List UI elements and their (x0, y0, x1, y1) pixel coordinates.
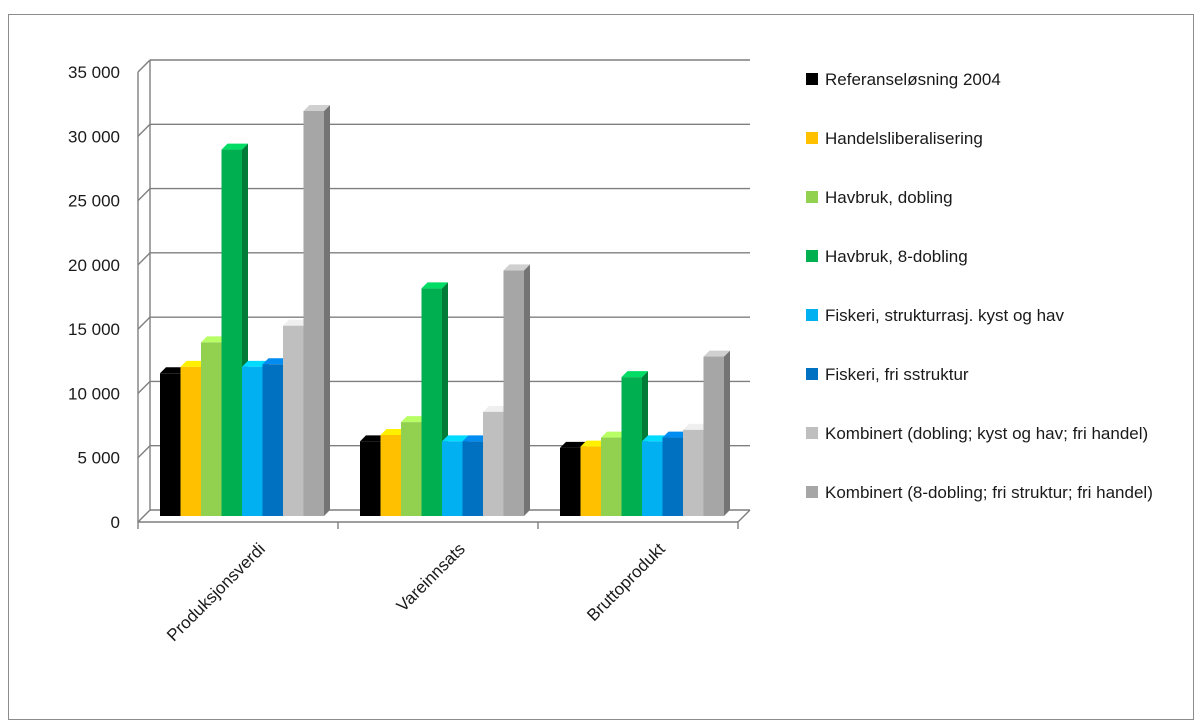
gridline-side (137, 123, 151, 137)
y-tick-label: 35 000 (68, 63, 120, 82)
bar (303, 105, 330, 516)
bar (703, 350, 730, 516)
legend-swatch (806, 309, 818, 321)
bar-top (283, 319, 310, 326)
bar-front (560, 447, 581, 516)
bar-top (703, 350, 730, 357)
bar-front (380, 435, 401, 516)
x-category-label: Bruttoprodukt (583, 539, 669, 625)
floor-edge (737, 509, 751, 523)
bar-top (242, 360, 269, 367)
bar-top (180, 360, 207, 367)
legend-label: Referanseløsning 2004 (825, 70, 1001, 89)
legend-label: Kombinert (8-dobling; fri struktur; fri … (825, 483, 1153, 502)
bar (503, 264, 530, 516)
bar-front (662, 437, 683, 516)
gridline-side (137, 59, 151, 73)
bar-front (621, 377, 642, 516)
x-category-label: Produksjonsverdi (163, 539, 269, 645)
bar-top (601, 431, 628, 438)
legend-swatch (806, 191, 818, 203)
bar-top (642, 435, 669, 442)
x-category-labels: Produksjonsverdi Vareinnsats Bruttoprodukt (163, 539, 669, 645)
bar-top (503, 264, 530, 271)
bar-top (462, 435, 489, 442)
legend-label: Havbruk, 8-dobling (825, 247, 968, 266)
bar-top (201, 336, 228, 343)
bar-top (683, 423, 710, 430)
y-tick-label: 30 000 (68, 127, 120, 146)
bar-front (221, 149, 242, 517)
legend-swatch (806, 132, 818, 144)
bar-front (303, 111, 324, 516)
bar-front (401, 422, 422, 516)
bar-top (560, 441, 587, 448)
bar-front (242, 366, 263, 516)
bar-front (483, 411, 504, 516)
y-tick-label: 20 000 (68, 256, 120, 275)
legend-swatch (806, 73, 818, 85)
legend-label: Fiskeri, strukturrasj. kyst og hav (825, 306, 1065, 325)
bar-top (262, 358, 289, 365)
bar-front (160, 373, 181, 516)
bar-top (380, 429, 407, 435)
bar-top (401, 416, 428, 423)
legend-label: Fiskeri, fri sstruktur (825, 365, 969, 384)
bar-front (201, 342, 222, 516)
bar-top (662, 431, 689, 438)
y-tick-label: 15 000 (68, 320, 120, 339)
bar-front (180, 366, 201, 516)
bar-top (303, 105, 330, 111)
bar-front (503, 270, 524, 516)
gridline-side (137, 380, 151, 394)
gridline-side (137, 316, 151, 330)
legend-label: Handelsliberalisering (825, 129, 983, 148)
bar-front (360, 441, 381, 516)
bar-front (601, 437, 622, 516)
bar-side (724, 350, 730, 516)
legend-swatch (806, 486, 818, 498)
bar-top (360, 435, 387, 442)
bar (621, 371, 648, 516)
y-tick-label: 10 000 (68, 384, 120, 403)
bar-front (703, 356, 724, 516)
bar-side (524, 264, 530, 516)
legend-swatch (806, 368, 818, 380)
bar-top (442, 435, 469, 442)
bar-front (283, 325, 304, 516)
bar-top (621, 371, 648, 378)
bar-front (642, 441, 663, 516)
bar-top (483, 405, 510, 412)
legend-label: Kombinert (dobling; kyst og hav; fri han… (825, 424, 1148, 443)
bar-front (462, 441, 483, 516)
gridline-side (137, 445, 151, 459)
bars (160, 105, 730, 517)
gridline-side (137, 252, 151, 266)
gridline-side (137, 188, 151, 202)
y-tick-label: 0 (111, 513, 120, 532)
bar-front (580, 446, 601, 516)
y-tick-label: 25 000 (68, 192, 120, 211)
bar-top (221, 143, 248, 150)
legend-swatch (806, 250, 818, 262)
bar-top (160, 367, 187, 374)
bar-side (324, 105, 330, 516)
bar-front (262, 364, 283, 516)
bar-top (580, 440, 607, 447)
bar-front (421, 288, 442, 516)
gridline-side (137, 509, 151, 523)
bar-front (442, 441, 463, 516)
y-tick-labels: 0 5 000 10 000 15 000 20 000 25 000 30 000 35 0… (68, 63, 120, 532)
legend-swatch (806, 427, 818, 439)
axes (137, 60, 751, 529)
legend: Referanseløsning 2004 Handelsliberaliseri… (806, 70, 1153, 502)
legend-label: Havbruk, dobling (825, 188, 953, 207)
y-tick-label: 5 000 (77, 449, 120, 468)
x-category-label: Vareinnsats (393, 539, 469, 615)
bar-front (683, 429, 704, 516)
bar-top (421, 282, 448, 289)
